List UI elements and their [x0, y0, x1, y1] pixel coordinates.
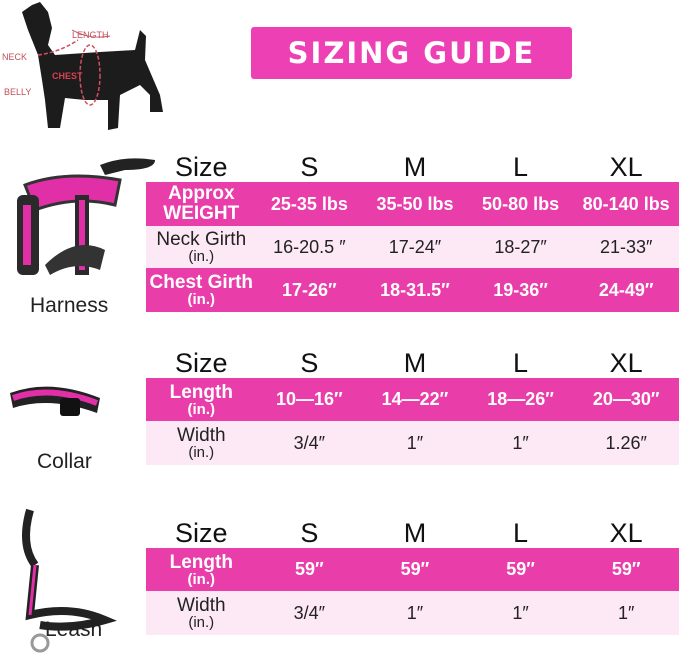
cell: 1.26″ [605, 432, 647, 453]
cell: 18—26″ [487, 389, 554, 409]
leash-label: Leash [45, 618, 103, 641]
cell: 21-33″ [599, 236, 653, 257]
cell: 25-35 lbs [270, 193, 348, 214]
cell: 50-80 lbs [482, 193, 560, 214]
size-s: S [300, 152, 319, 182]
row-label: Width (in.) [176, 595, 226, 631]
cell: 35-50 lbs [376, 193, 454, 214]
size-l: L [513, 348, 529, 378]
chest-label: CHEST [52, 71, 83, 81]
collar-image [10, 386, 100, 416]
cell: 3/4″ [293, 432, 326, 453]
cell: 1″ [406, 602, 424, 623]
size-xl: XL [609, 518, 643, 548]
row-label: Chest Girth (in.) [149, 272, 253, 308]
cell: 16-20.5 ″ [273, 236, 346, 257]
size-header: Size [175, 518, 228, 548]
cell: 1″ [512, 602, 529, 623]
cell: 1″ [406, 432, 424, 453]
size-header: Size [175, 348, 228, 378]
cell: 3/4″ [293, 602, 326, 623]
harness-label: Harness [30, 294, 109, 317]
neck-label: NECK [2, 52, 27, 62]
size-xl: XL [609, 348, 643, 378]
size-l: L [513, 518, 529, 548]
cell: 59″ [611, 559, 641, 579]
table-row-length: Length (in.) 10—16″ 14—22″ 18—26″ 20—30″ [146, 378, 679, 421]
cell: 24-49″ [598, 279, 654, 300]
row-label: Approx WEIGHT [163, 183, 240, 224]
cell: 14—22″ [381, 389, 449, 409]
table-row-weight: Approx WEIGHT 25-35 lbs 35-50 lbs 50-80 l… [146, 182, 679, 226]
cell: 59″ [506, 559, 535, 579]
table-row-width: Width (in.) 3/4″ 1″ 1″ 1″ [146, 591, 679, 635]
size-m: M [403, 518, 427, 548]
leash-image [22, 508, 117, 653]
table-row-chest-girth: Chest Girth (in.) 17-26″ 18-31.5″ 19-36″ … [146, 268, 679, 312]
table-row-width: Width (in.) 3/4″ 1″ 1″ 1.26″ [146, 421, 679, 465]
harness-size-table: Size S M L XL Approx WEIGHT 25-35 lbs 35-… [146, 149, 679, 312]
size-s: S [300, 518, 319, 548]
row-label: Length (in.) [169, 551, 233, 588]
dog-measurement-diagram: LENGTH NECK CHEST BELLY [2, 2, 163, 130]
cell: 18-31.5″ [380, 279, 450, 300]
cell: 59″ [400, 559, 430, 579]
size-l: L [513, 152, 529, 182]
size-m: M [403, 348, 427, 378]
length-label: LENGTH [72, 30, 109, 40]
cell: 1″ [512, 432, 529, 453]
cell: 19-36″ [493, 279, 548, 300]
row-label: Width (in.) [176, 425, 226, 461]
size-xl: XL [609, 152, 643, 182]
cell: 10—16″ [276, 389, 343, 409]
size-m: M [403, 152, 427, 182]
row-label: Neck Girth (in.) [156, 229, 247, 265]
table-row-length: Length (in.) 59″ 59″ 59″ 59″ [146, 548, 679, 591]
size-s: S [300, 348, 319, 378]
harness-image [17, 158, 155, 275]
size-header: Size [175, 152, 228, 182]
leash-size-table: Size S M L XL Length (in.) 59″ 59″ 59″ 59… [146, 515, 679, 635]
page-title: SIZING GUIDE [251, 27, 572, 79]
dog-silhouette [22, 2, 163, 130]
collar-label: Collar [37, 450, 92, 473]
collar-size-table: Size S M L XL Length (in.) 10—16″ 14—22″ … [146, 345, 679, 465]
row-label: Length (in.) [169, 381, 233, 418]
cell: 80-140 lbs [582, 193, 670, 214]
cell: 17-26″ [282, 279, 337, 300]
belly-label: BELLY [4, 87, 31, 97]
cell: 20—30″ [592, 389, 660, 409]
cell: 59″ [295, 559, 324, 579]
table-row-neck-girth: Neck Girth (in.) 16-20.5 ″ 17-24″ 18-27″ … [146, 226, 679, 268]
cell: 1″ [617, 602, 635, 623]
cell: 18-27″ [494, 236, 547, 257]
cell: 17-24″ [388, 236, 442, 257]
